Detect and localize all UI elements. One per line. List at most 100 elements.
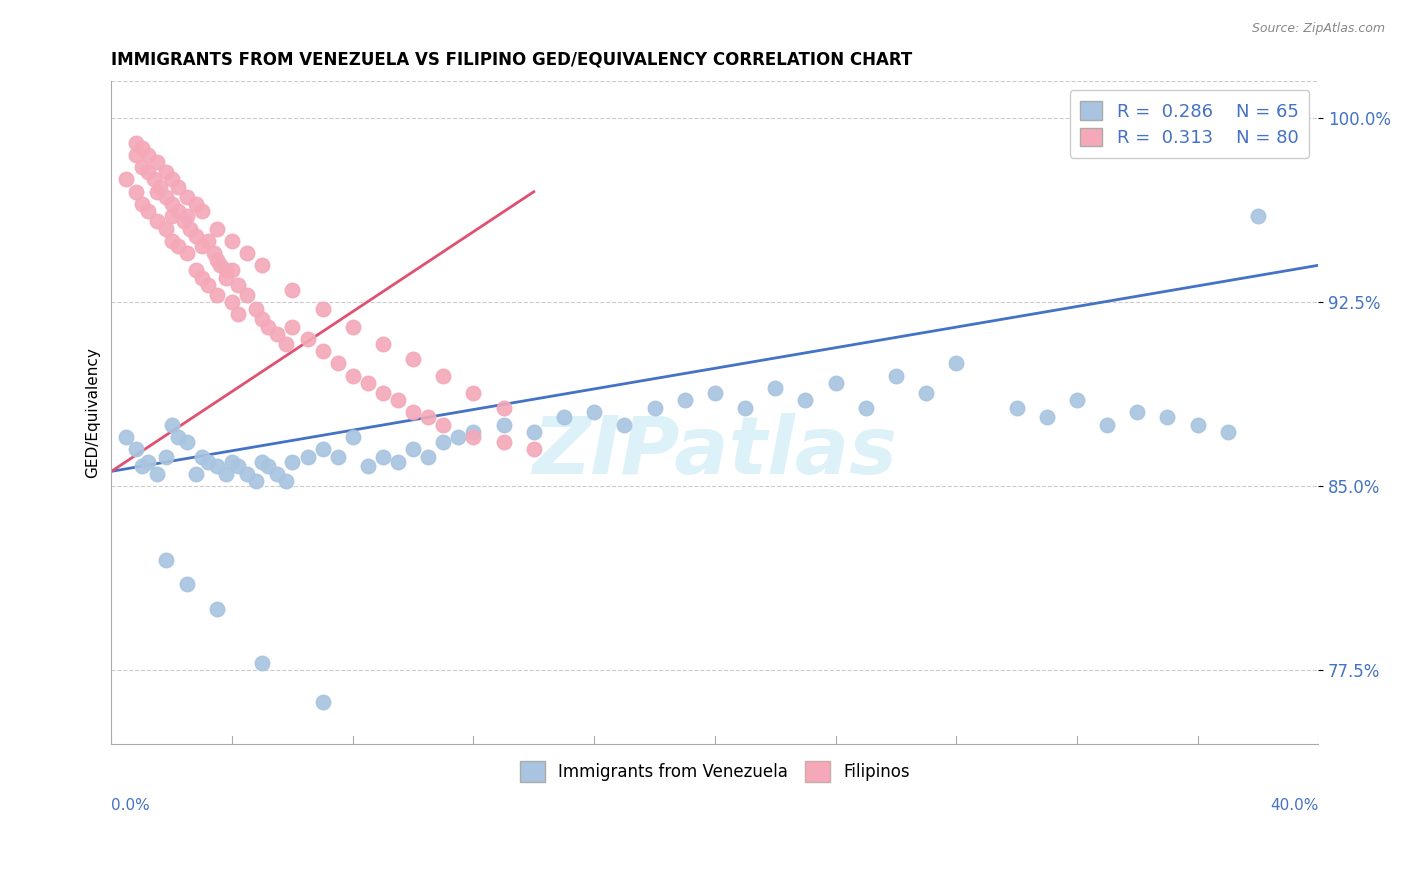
Point <box>176 209 198 223</box>
Point <box>245 302 267 317</box>
Point <box>205 287 228 301</box>
Point <box>124 442 146 457</box>
Point <box>357 376 380 390</box>
Text: IMMIGRANTS FROM VENEZUELA VS FILIPINO GED/EQUIVALENCY CORRELATION CHART: IMMIGRANTS FROM VENEZUELA VS FILIPINO GE… <box>111 51 912 69</box>
Point <box>131 459 153 474</box>
Point <box>1247 209 1270 223</box>
Point <box>221 454 243 468</box>
Point <box>266 467 288 481</box>
Point <box>257 319 280 334</box>
Point <box>613 417 636 432</box>
Point <box>221 263 243 277</box>
Point <box>191 450 214 464</box>
Point <box>492 434 515 449</box>
Point <box>136 204 159 219</box>
Point <box>166 430 188 444</box>
Point <box>447 430 470 444</box>
Point <box>131 197 153 211</box>
Point <box>463 425 485 439</box>
Point <box>226 459 249 474</box>
Point <box>208 258 231 272</box>
Point <box>215 467 238 481</box>
Point <box>794 393 817 408</box>
Point <box>276 336 298 351</box>
Point <box>252 656 274 670</box>
Point <box>215 263 238 277</box>
Point <box>191 204 214 219</box>
Point <box>281 319 304 334</box>
Point <box>326 356 349 370</box>
Point <box>311 344 333 359</box>
Point <box>371 450 394 464</box>
Point <box>149 179 172 194</box>
Point <box>145 467 167 481</box>
Point <box>176 434 198 449</box>
Point <box>136 454 159 468</box>
Point <box>276 474 298 488</box>
Point <box>463 430 485 444</box>
Point <box>297 332 319 346</box>
Point <box>553 410 575 425</box>
Point <box>155 221 177 235</box>
Text: 0.0%: 0.0% <box>111 797 150 813</box>
Point <box>855 401 877 415</box>
Point <box>236 287 259 301</box>
Point <box>160 172 183 186</box>
Point <box>160 209 183 223</box>
Point <box>266 326 288 341</box>
Point <box>763 381 786 395</box>
Point <box>184 197 207 211</box>
Point <box>311 442 333 457</box>
Point <box>1216 425 1239 439</box>
Point <box>432 368 454 383</box>
Point <box>179 221 201 235</box>
Point <box>523 425 546 439</box>
Point <box>311 302 333 317</box>
Point <box>124 148 146 162</box>
Point <box>884 368 907 383</box>
Text: 40.0%: 40.0% <box>1270 797 1319 813</box>
Point <box>523 442 546 457</box>
Point <box>252 312 274 326</box>
Point <box>342 319 364 334</box>
Point <box>197 277 219 292</box>
Legend: Immigrants from Venezuela, Filipinos: Immigrants from Venezuela, Filipinos <box>513 755 917 789</box>
Point <box>131 160 153 174</box>
Point <box>131 140 153 154</box>
Point <box>155 450 177 464</box>
Point <box>160 197 183 211</box>
Point <box>155 189 177 203</box>
Point <box>371 385 394 400</box>
Point <box>824 376 846 390</box>
Point <box>1187 417 1209 432</box>
Point <box>418 450 440 464</box>
Point <box>145 185 167 199</box>
Point <box>115 172 138 186</box>
Point <box>226 277 249 292</box>
Point <box>432 434 454 449</box>
Point <box>297 450 319 464</box>
Point <box>226 307 249 321</box>
Point <box>124 136 146 150</box>
Point <box>492 417 515 432</box>
Point <box>184 263 207 277</box>
Point <box>184 467 207 481</box>
Point <box>357 459 380 474</box>
Point <box>197 454 219 468</box>
Point <box>205 601 228 615</box>
Point <box>1035 410 1057 425</box>
Point <box>583 405 606 419</box>
Point <box>402 351 425 366</box>
Point <box>173 214 195 228</box>
Point <box>136 165 159 179</box>
Point <box>205 221 228 235</box>
Point <box>734 401 756 415</box>
Point <box>492 401 515 415</box>
Point <box>202 246 225 260</box>
Point <box>176 189 198 203</box>
Point <box>142 172 165 186</box>
Point <box>252 258 274 272</box>
Point <box>703 385 725 400</box>
Point <box>205 459 228 474</box>
Point <box>191 238 214 252</box>
